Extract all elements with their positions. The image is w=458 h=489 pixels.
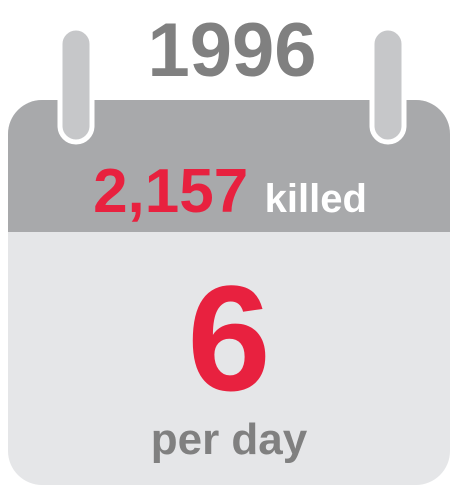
rate-label: per day [151, 415, 308, 464]
rate-number: 6 [187, 254, 270, 422]
binder-ring-left [57, 25, 95, 145]
headline: 2,157 killed [93, 157, 367, 226]
headline-label: killed [265, 177, 367, 221]
headline-number: 2,157 [93, 157, 248, 226]
year: 1996 [147, 8, 316, 93]
binder-ring-right [369, 25, 407, 145]
